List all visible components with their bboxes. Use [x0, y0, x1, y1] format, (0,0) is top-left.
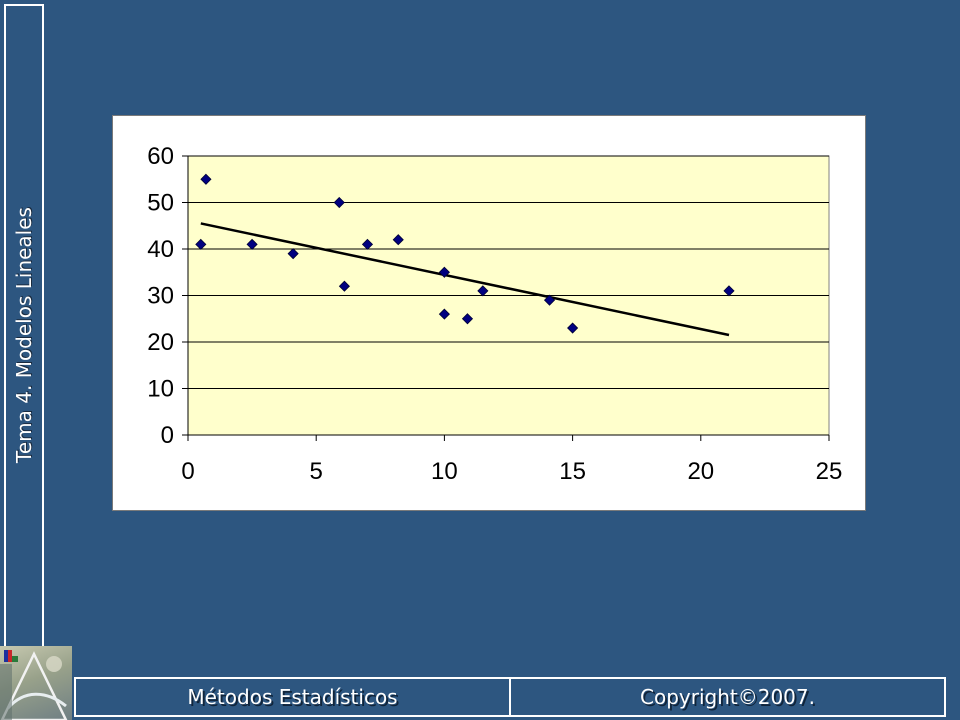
data-point: [477, 285, 489, 297]
data-point: [438, 308, 450, 320]
y-tick-label: 20: [147, 329, 174, 356]
footer-copyright: Copyright©2007.: [509, 679, 944, 715]
data-point: [333, 196, 345, 209]
y-tick-label: 10: [147, 376, 174, 403]
x-tick-label: 25: [816, 458, 843, 485]
data-point: [246, 238, 258, 250]
y-tick-label: 50: [147, 190, 174, 217]
data-point: [723, 285, 735, 297]
x-tick-label: 10: [431, 458, 458, 485]
data-point: [461, 313, 474, 325]
data-point: [200, 173, 212, 185]
chart-svg: 0 10 20 30 40 50 60 0 5 10 15 20 25: [147, 143, 842, 485]
data-point: [438, 266, 450, 278]
data-point: [567, 322, 579, 334]
x-tick-label: 5: [310, 458, 323, 485]
grid-lines: [188, 155, 829, 389]
x-tick-label: 0: [181, 458, 194, 485]
footer: Métodos Estadísticos Copyright©2007.: [74, 677, 946, 717]
data-points: [195, 173, 735, 334]
slide-side-title: Tema 4. Modelos Lineales: [12, 207, 36, 463]
data-point: [392, 234, 404, 246]
y-tick-label: 60: [147, 143, 174, 170]
trendline: [200, 222, 730, 337]
x-tick-label: 20: [687, 458, 714, 485]
x-axis-ticks: 0 5 10 15 20 25: [181, 435, 842, 485]
data-point: [338, 280, 350, 292]
x-tick-label: 15: [559, 458, 586, 485]
y-tick-label: 30: [147, 283, 174, 310]
data-point: [195, 238, 207, 250]
y-tick-label: 0: [161, 422, 174, 449]
data-point: [543, 294, 556, 306]
data-point: [361, 238, 374, 250]
university-logo: [0, 646, 72, 720]
y-axis-ticks: 0 10 20 30 40 50 60: [147, 143, 188, 449]
data-point: [287, 248, 299, 260]
footer-course-title: Métodos Estadísticos: [187, 685, 398, 709]
scatter-chart: 0 10 20 30 40 50 60 0 5 10 15 20 25: [112, 115, 866, 511]
y-tick-label: 40: [147, 236, 174, 263]
